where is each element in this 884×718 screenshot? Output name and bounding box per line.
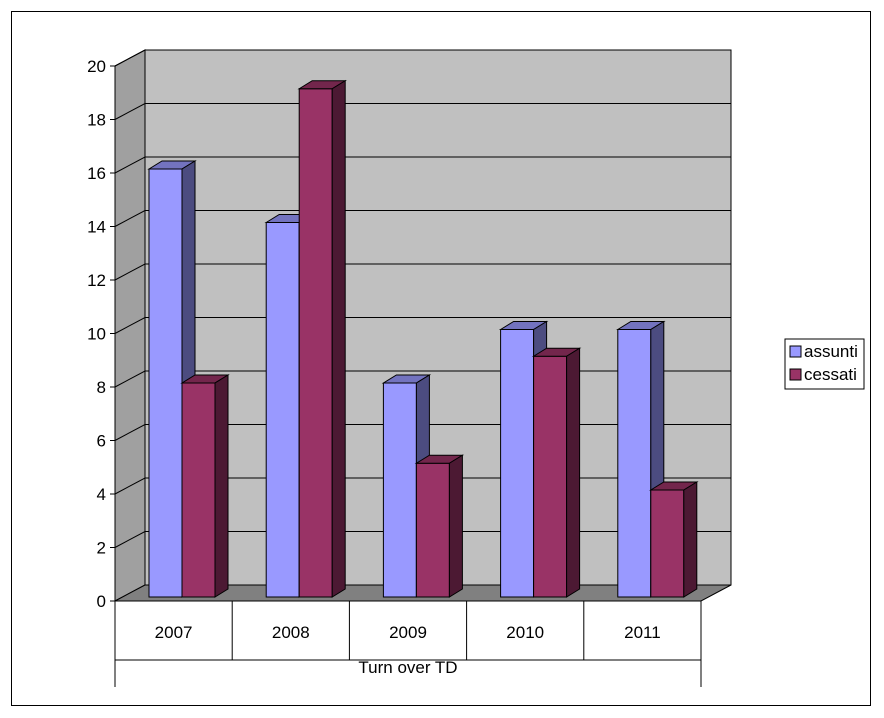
bar-cessati-2009 [414, 454, 465, 598]
y-tick-label: 16 [87, 164, 106, 183]
bar-cessati-2007 [180, 374, 230, 598]
category-label-2007: 2007 [155, 623, 193, 642]
gridline [114, 263, 731, 281]
y-tick-labels: 0 2 4 6 8 10 12 14 16 18 20 [87, 57, 106, 611]
gridline [114, 317, 731, 334]
legend-swatch-cessati [789, 368, 802, 381]
x-group-label: Turn over TD [358, 658, 457, 677]
gridline [114, 210, 731, 227]
category-table: 2007 2008 2009 2010 2011 [114, 600, 702, 687]
bar-cessati-2011 [649, 481, 699, 598]
legend-swatch-assunti [789, 345, 802, 358]
legend-label-assunti: assunti [804, 342, 858, 361]
y-tick-label: 18 [87, 111, 106, 130]
bar-front [650, 489, 685, 598]
bars [147, 79, 699, 598]
bar-front [181, 382, 216, 598]
y-tick-label: 14 [87, 218, 106, 237]
category-label-2009: 2009 [389, 623, 427, 642]
y-tick-label: 0 [97, 592, 106, 611]
category-label-2008: 2008 [272, 623, 310, 642]
bar-front [533, 355, 568, 598]
bar-front [500, 329, 535, 598]
y-tick-label: 2 [97, 539, 106, 558]
legend-label-cessati: cessati [804, 365, 857, 384]
y-tick-label: 6 [97, 432, 106, 451]
gridline [114, 49, 731, 67]
legend: assunti cessati [784, 338, 865, 390]
y-tick-label: 20 [87, 57, 106, 76]
axes [110, 65, 116, 602]
legend-box [784, 338, 865, 390]
bar-side [683, 481, 698, 598]
bar-front [382, 382, 417, 598]
bar-cessati-2008 [297, 79, 347, 598]
y-tick-label: 12 [87, 271, 106, 290]
gridline [114, 156, 731, 174]
bar-side [214, 374, 229, 598]
bar-front [298, 88, 333, 598]
bar-side [331, 79, 346, 598]
bar-front [415, 462, 450, 598]
gridline [114, 103, 731, 120]
gridlines [114, 49, 731, 548]
bar-side [566, 347, 581, 598]
category-label-2011: 2011 [624, 623, 661, 642]
y-tick-label: 8 [97, 378, 106, 397]
y-tick-label: 4 [97, 485, 106, 504]
bar-front [265, 222, 300, 598]
bar-front [148, 168, 183, 598]
y-tick-label: 10 [87, 325, 106, 344]
bar-side [448, 454, 463, 598]
category-label-2010: 2010 [506, 623, 544, 642]
bar-front [617, 329, 652, 598]
bar-cessati-2010 [531, 347, 582, 598]
